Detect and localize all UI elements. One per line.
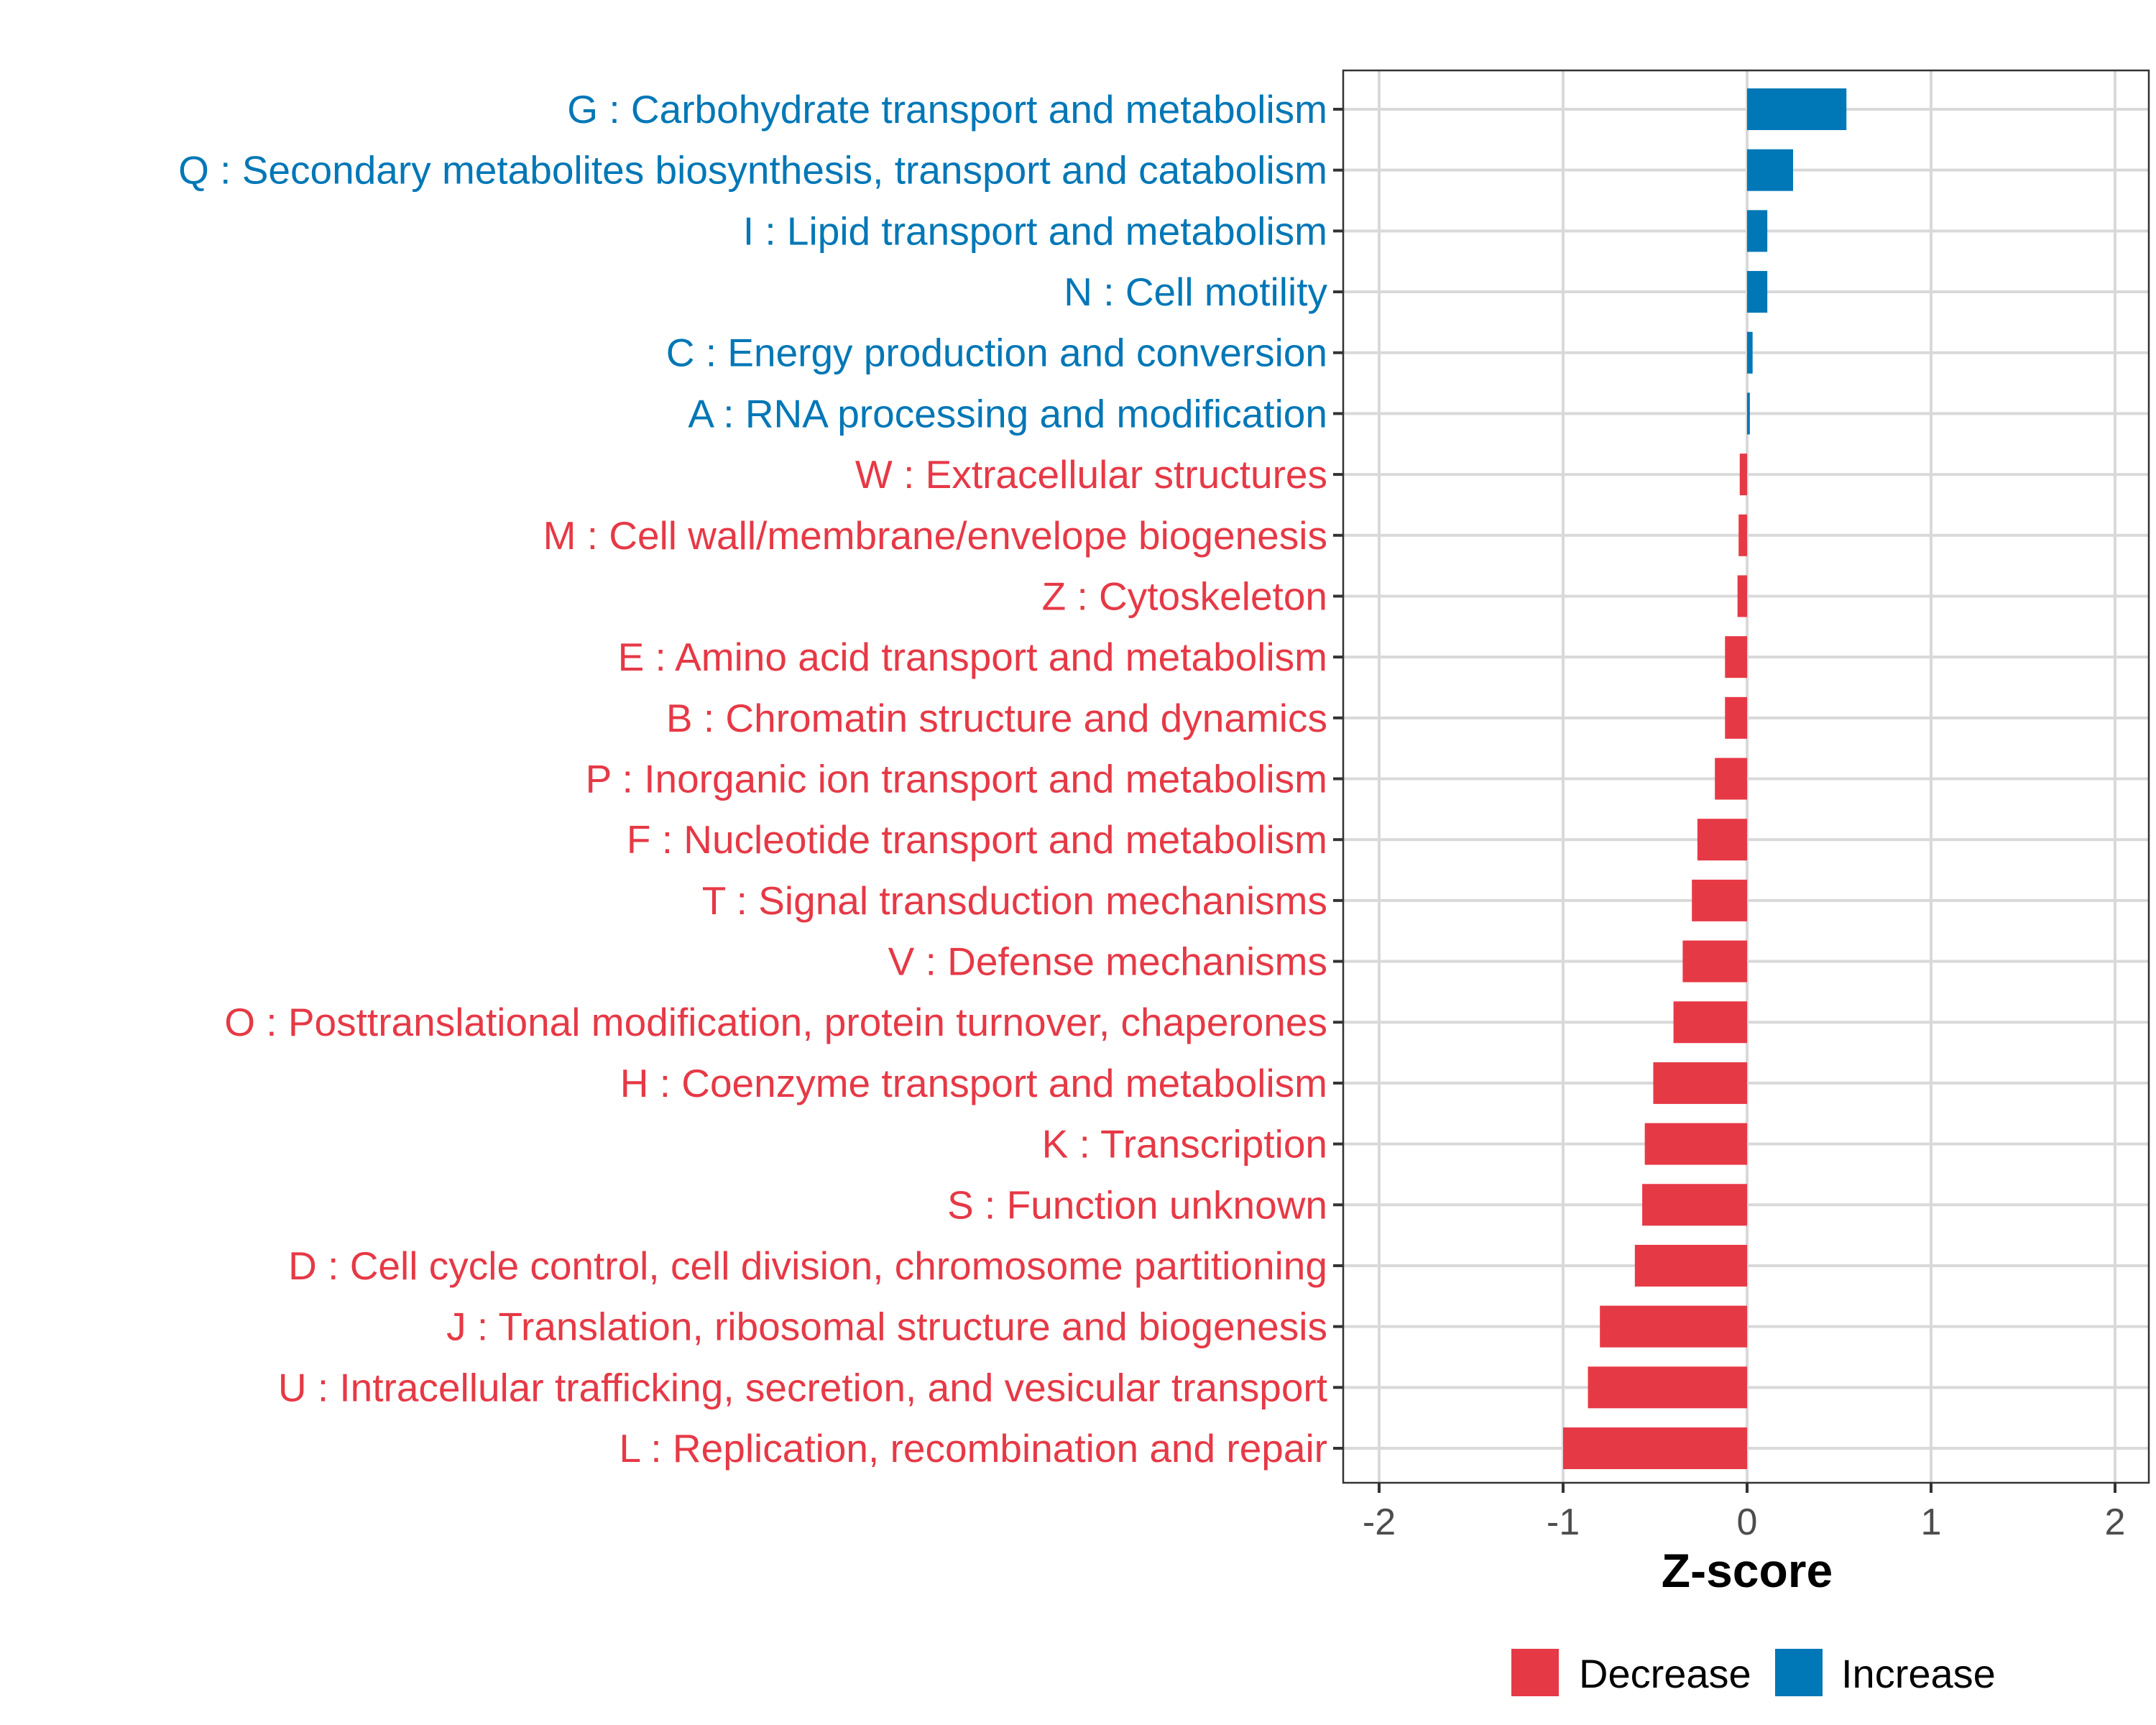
bar-a — [1747, 392, 1750, 435]
bar-n — [1747, 271, 1768, 313]
category-label: G : Carbohydrate transport and metabolis… — [567, 87, 1327, 132]
x-tick-label: 2 — [2105, 1501, 2126, 1543]
category-labels: G : Carbohydrate transport and metabolis… — [178, 87, 1327, 1471]
bar-e — [1725, 636, 1747, 678]
category-label: J : Translation, ribosomal structure and… — [446, 1305, 1327, 1349]
bar-w — [1739, 454, 1747, 496]
category-label: P : Inorganic ion transport and metaboli… — [586, 757, 1327, 801]
category-label: L : Replication, recombination and repai… — [619, 1426, 1327, 1471]
bar-m — [1738, 514, 1747, 556]
x-tick-label: 0 — [1737, 1501, 1758, 1543]
bar-t — [1692, 879, 1747, 921]
bar-i — [1747, 210, 1768, 252]
bar-q — [1747, 149, 1793, 191]
category-label: D : Cell cycle control, cell division, c… — [288, 1243, 1327, 1288]
legend-swatch-increase — [1775, 1649, 1823, 1696]
bar-o — [1673, 1001, 1747, 1044]
x-tick-label: -1 — [1547, 1501, 1580, 1543]
bar-h — [1653, 1062, 1747, 1104]
x-axis-ticks — [1378, 1483, 2116, 1493]
bar-p — [1715, 758, 1747, 800]
category-label: O : Posttranslational modification, prot… — [224, 1000, 1327, 1044]
bar-v — [1682, 940, 1747, 983]
category-label: W : Extracellular structures — [855, 452, 1327, 497]
category-label: H : Coenzyme transport and metabolism — [620, 1061, 1327, 1105]
category-label: Z : Cytoskeleton — [1042, 574, 1327, 618]
category-label: B : Chromatin structure and dynamics — [666, 696, 1327, 740]
x-tick-label: -2 — [1363, 1501, 1396, 1543]
bar-z — [1737, 575, 1747, 617]
category-label: T : Signal transduction mechanisms — [702, 878, 1327, 923]
category-label: V : Defense mechanisms — [888, 939, 1327, 984]
legend-swatch-decrease — [1511, 1649, 1559, 1696]
category-label: I : Lipid transport and metabolism — [743, 208, 1327, 253]
bar-d — [1634, 1244, 1747, 1287]
x-axis-tick-labels: -2 -1 0 1 2 — [1363, 1501, 2126, 1543]
category-label: Q : Secondary metabolites biosynthesis, … — [178, 148, 1327, 193]
category-label: E : Amino acid transport and metabolism — [618, 635, 1327, 679]
x-tick-label: 1 — [1921, 1501, 1942, 1543]
category-label: C : Energy production and conversion — [666, 331, 1327, 375]
legend: Decrease Increase — [1511, 1649, 1996, 1696]
category-label: K : Transcription — [1042, 1122, 1327, 1167]
legend-label-decrease: Decrease — [1579, 1651, 1751, 1696]
bar-u — [1588, 1366, 1747, 1409]
category-label: F : Nucleotide transport and metabolism — [627, 817, 1327, 862]
bar-f — [1697, 819, 1747, 861]
category-label: S : Function unknown — [947, 1182, 1327, 1227]
bar-l — [1563, 1427, 1747, 1469]
bar-j — [1600, 1305, 1747, 1348]
category-label: A : RNA processing and modification — [688, 391, 1327, 436]
bars — [1563, 88, 1847, 1469]
bar-s — [1642, 1184, 1747, 1226]
bar-k — [1644, 1123, 1747, 1165]
legend-label-increase: Increase — [1841, 1651, 1996, 1696]
x-axis-title: Z-score — [1662, 1544, 1833, 1597]
y-axis-ticks — [1333, 108, 1343, 1450]
category-label: N : Cell motility — [1064, 270, 1327, 314]
bar-b — [1725, 696, 1747, 739]
category-label: U : Intracellular trafficking, secretion… — [278, 1365, 1327, 1409]
category-label: M : Cell wall/membrane/envelope biogenes… — [543, 513, 1327, 558]
bar-g — [1747, 88, 1847, 130]
bar-c — [1747, 331, 1753, 374]
